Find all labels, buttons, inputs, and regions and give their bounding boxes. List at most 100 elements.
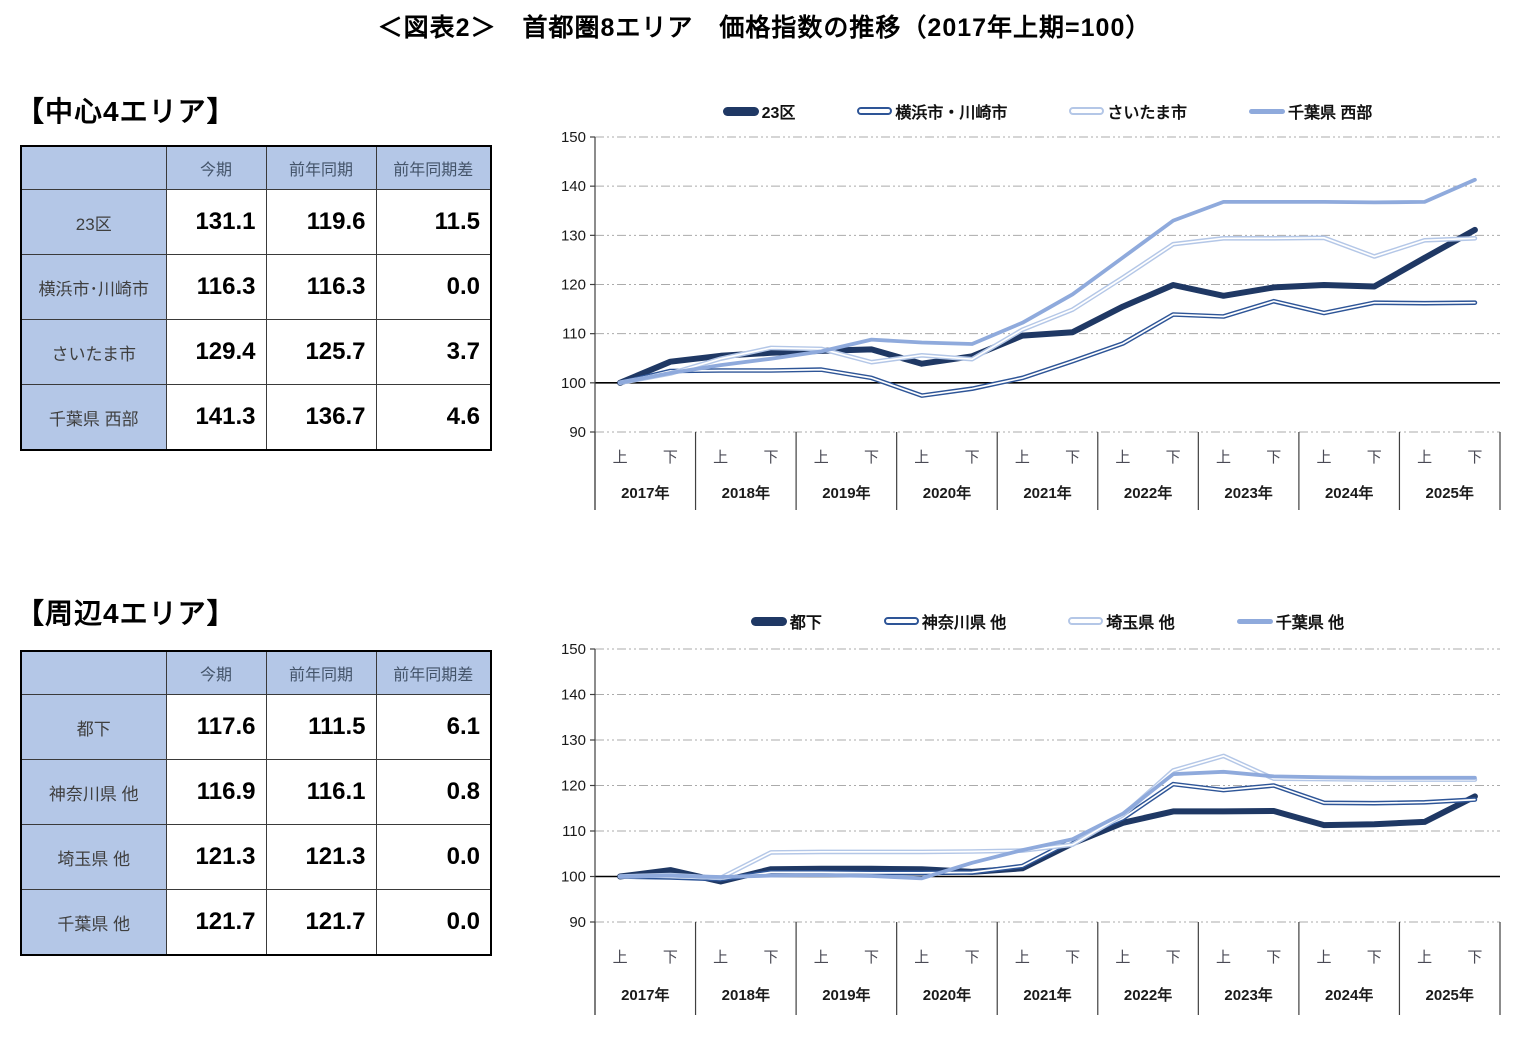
legend-marker [883, 617, 919, 625]
col-header-current: 今期 [165, 650, 267, 695]
y-axis-tick-label: 100 [561, 869, 586, 886]
x-axis-half-label: 上 [1417, 449, 1432, 466]
page-title: ＜図表2＞ 首都圏8エリア 価格指数の推移（2017年上期=100） [377, 14, 1152, 42]
table-row: 横浜市･川崎市 116.3 116.3 0.0 [20, 254, 492, 320]
y-axis-tick-label: 150 [561, 129, 586, 146]
value-current: 141.3 [165, 384, 267, 451]
x-axis-year-label: 2018年 [722, 986, 770, 1004]
line-chart-surrounding-4-areas: 90 100 110 120 130 140 150 2017年 上 下 2018年 上 下 2019年 上… [561, 641, 1501, 1015]
series-line-23区 [617, 226, 1478, 386]
value-diff: 6.1 [375, 694, 492, 760]
x-axis-half-label: 上 [1015, 949, 1030, 966]
table-row: 千葉県 西部 141.3 136.7 4.6 [20, 384, 492, 451]
col-header-prev-year: 前年同期 [265, 650, 377, 695]
value-diff: 0.0 [375, 824, 492, 890]
legend-marker [1069, 107, 1105, 115]
x-axis-half-label: 上 [613, 449, 628, 466]
col-header-diff: 前年同期差 [375, 650, 492, 695]
series-line-埼玉県 他 [617, 753, 1478, 881]
x-axis-half-label: 下 [864, 949, 879, 966]
x-axis-half-label: 上 [1216, 449, 1231, 466]
row-label: 23区 [20, 189, 167, 255]
chart-legend-central: 23区 横浜市・川崎市 さいたま市 千葉県 西部 [595, 97, 1500, 125]
x-axis-half-label: 下 [1467, 949, 1482, 966]
legend-label: 千葉県 他 [1275, 615, 1345, 632]
x-axis-year-label: 2024年 [1325, 986, 1373, 1004]
table-row: 神奈川県 他 116.9 116.1 0.8 [20, 759, 492, 825]
x-axis-year-label: 2023年 [1224, 986, 1272, 1004]
legend-label: 神奈川県 他 [921, 615, 1007, 632]
x-axis-half-label: 下 [1166, 449, 1181, 466]
value-prev-year: 119.6 [265, 189, 377, 255]
corner-cell [20, 145, 167, 190]
value-current: 131.1 [165, 189, 267, 255]
x-axis-half-label: 下 [1367, 449, 1382, 466]
table-header-row: 今期 前年同期 前年同期差 [20, 145, 492, 190]
legend-item-神奈川県 他: 神奈川県 他 [883, 609, 1007, 633]
central-area-index-table: 今期 前年同期 前年同期差 23区 131.1 119.6 11.5 横浜市･川… [20, 145, 492, 451]
value-current: 121.7 [165, 889, 267, 956]
chart-legend-surrounding: 都下 神奈川県 他 埼玉県 他 千葉県 他 [595, 607, 1500, 635]
table-header-row: 今期 前年同期 前年同期差 [20, 650, 492, 695]
x-axis-half-label: 上 [713, 949, 728, 966]
x-axis-half-label: 下 [1166, 949, 1181, 966]
value-prev-year: 116.1 [265, 759, 377, 825]
x-axis-half-label: 上 [914, 949, 929, 966]
x-axis-half-label: 下 [663, 949, 678, 966]
corner-cell [20, 650, 167, 695]
col-header-current: 今期 [165, 145, 267, 190]
value-current: 117.6 [165, 694, 267, 760]
x-axis-half-label: 上 [1015, 449, 1030, 466]
x-axis-half-label: 上 [1417, 949, 1432, 966]
x-axis-year-label: 2025年 [1426, 484, 1474, 502]
x-axis-half-label: 上 [713, 449, 728, 466]
x-axis-half-label: 下 [965, 449, 980, 466]
value-current: 121.3 [165, 824, 267, 890]
x-axis-half-label: 上 [814, 949, 829, 966]
table-row: 23区 131.1 119.6 11.5 [20, 189, 492, 255]
x-axis-half-label: 下 [1266, 449, 1281, 466]
x-axis-year-label: 2017年 [621, 986, 669, 1004]
value-diff: 4.6 [375, 384, 492, 451]
x-axis-half-label: 上 [1216, 949, 1231, 966]
x-axis-half-label: 下 [1467, 449, 1482, 466]
legend-marker [1068, 617, 1104, 625]
x-axis-half-label: 上 [1317, 449, 1332, 466]
x-axis-year-label: 2018年 [722, 484, 770, 502]
series-line-千葉県 他 [618, 769, 1477, 881]
value-prev-year: 121.3 [265, 824, 377, 890]
y-axis-tick-label: 120 [561, 778, 586, 795]
x-axis-year-label: 2019年 [822, 484, 870, 502]
value-prev-year: 111.5 [265, 694, 377, 760]
col-header-diff: 前年同期差 [375, 145, 492, 190]
section-heading-surrounding: 【周辺4エリア】 [16, 598, 236, 629]
x-axis-year-label: 2020年 [923, 484, 971, 502]
value-diff: 0.0 [375, 254, 492, 320]
x-axis-year-label: 2019年 [822, 986, 870, 1004]
legend-label: 埼玉県 他 [1106, 615, 1175, 632]
x-axis-year-label: 2021年 [1023, 484, 1071, 502]
series-line-横浜市・川崎市 [617, 298, 1478, 398]
value-diff: 11.5 [375, 189, 492, 255]
x-axis-year-label: 2021年 [1023, 986, 1071, 1004]
table-row: 埼玉県 他 121.3 121.3 0.0 [20, 824, 492, 890]
x-axis-half-label: 下 [663, 449, 678, 466]
value-diff: 0.8 [375, 759, 492, 825]
x-axis-half-label: 下 [965, 949, 980, 966]
value-current: 116.3 [165, 254, 267, 320]
legend-item-さいたま市: さいたま市 [1069, 99, 1187, 123]
row-label: 神奈川県 他 [20, 759, 167, 825]
legend-label: 都下 [789, 615, 822, 632]
x-axis-year-label: 2022年 [1124, 986, 1172, 1004]
x-axis-year-label: 2024年 [1325, 484, 1373, 502]
legend-item-千葉県 西部: 千葉県 西部 [1248, 99, 1372, 123]
value-diff: 0.0 [375, 889, 492, 956]
row-label: 埼玉県 他 [20, 824, 167, 890]
col-header-prev-year: 前年同期 [265, 145, 377, 190]
legend-label: 横浜市・川崎市 [895, 105, 1008, 122]
value-current: 129.4 [165, 319, 267, 385]
x-axis-half-label: 下 [763, 949, 778, 966]
legend-item-23区: 23区 [722, 99, 795, 123]
value-prev-year: 121.7 [265, 889, 377, 956]
row-label: 千葉県 西部 [20, 384, 167, 451]
